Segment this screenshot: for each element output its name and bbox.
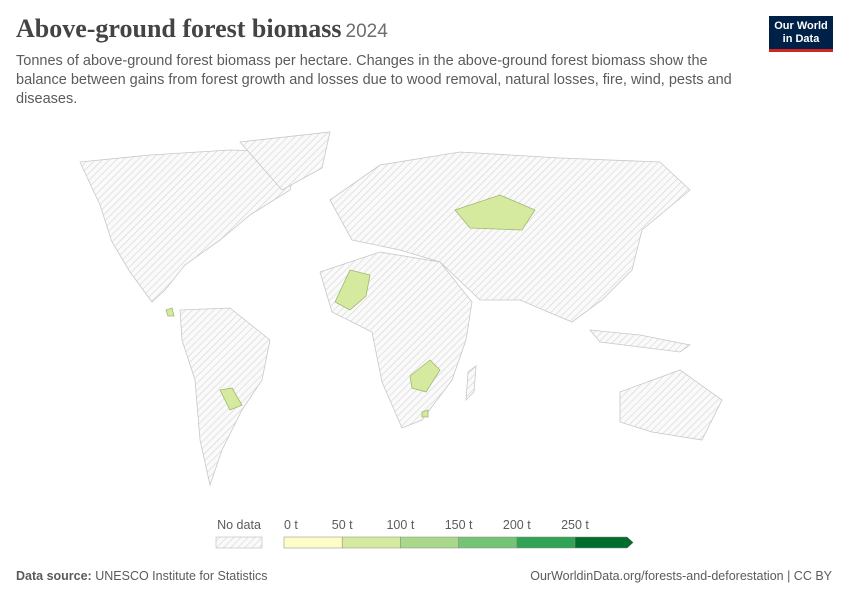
country[interactable]: [334, 269, 371, 311]
year: 2024: [345, 21, 388, 42]
url[interactable]: OurWorldinData.org/forests-and-deforesta…: [530, 569, 832, 583]
logo-line: Our World: [774, 20, 828, 32]
legend-no-data-swatch[interactable]: [215, 536, 263, 549]
highlighted-countries: [165, 194, 536, 418]
legend-swatch[interactable]: [400, 536, 459, 549]
source-label: Data source:: [16, 569, 92, 583]
legend-swatch[interactable]: [341, 536, 401, 549]
australia: [619, 369, 723, 441]
madagascar: [465, 365, 477, 402]
legend-label: 100 t: [386, 518, 414, 532]
source-text: UNESCO Institute for Statistics: [95, 569, 268, 583]
legend-swatch[interactable]: [574, 536, 634, 549]
legend-swatch[interactable]: [458, 536, 518, 549]
legend-label: 250 t: [561, 518, 589, 532]
legend-label: 150 t: [445, 518, 473, 532]
legend-swatch[interactable]: [283, 536, 343, 549]
title-row: Above-ground forest biomass 2024: [16, 14, 388, 44]
country[interactable]: [421, 409, 429, 418]
legend-label: 200 t: [503, 518, 531, 532]
logo[interactable]: Our World in Data: [769, 16, 833, 52]
source: Data source: UNESCO Institute for Statis…: [16, 569, 268, 583]
eurasia: [329, 151, 691, 323]
legend-label: 0 t: [284, 518, 298, 532]
title: Above-ground forest biomass: [16, 14, 342, 43]
legend-swatch[interactable]: [516, 536, 576, 549]
land: [79, 131, 723, 487]
country[interactable]: [165, 307, 175, 317]
country[interactable]: [409, 359, 441, 393]
legend-label: 50 t: [332, 518, 353, 532]
country[interactable]: [219, 387, 243, 411]
indonesia: [589, 329, 691, 353]
africa: [319, 251, 473, 429]
country[interactable]: [454, 194, 536, 231]
greenland: [239, 131, 331, 191]
legend: 0 t 50 t 100 t 150 t 200 t 250 t: [283, 518, 634, 549]
logo-line: in Data: [782, 33, 820, 45]
north-america: [79, 149, 301, 303]
subtitle: Tonnes of above-ground forest biomass pe…: [16, 53, 732, 107]
legend-no-data-label: No data: [217, 518, 261, 532]
